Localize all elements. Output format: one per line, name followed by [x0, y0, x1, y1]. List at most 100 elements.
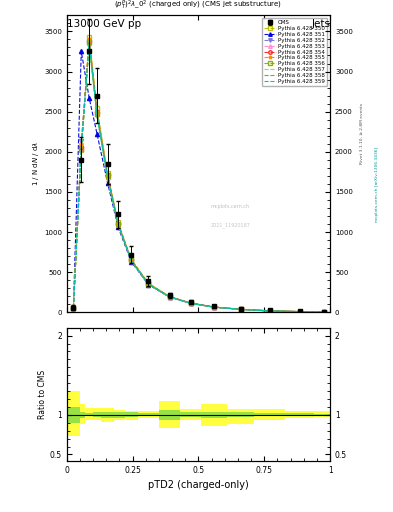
Pythia 6.428 355 [116, 221, 121, 227]
Pythia 6.428 357 [71, 305, 76, 311]
Pythia 6.428 357 [79, 147, 84, 154]
Bar [67, 391, 80, 436]
Pythia 6.428 352 [146, 281, 151, 287]
Pythia 6.428 353 [71, 305, 76, 311]
Pythia 6.428 350 [212, 304, 217, 310]
Pythia 6.428 353 [146, 281, 151, 287]
Pythia 6.428 357 [267, 308, 272, 314]
Pythia 6.428 358 [212, 304, 217, 310]
Pythia 6.428 359 [298, 309, 302, 315]
Bar [125, 411, 138, 420]
Pythia 6.428 358 [167, 294, 172, 300]
Bar [228, 413, 254, 417]
Pythia 6.428 354 [71, 305, 76, 311]
Pythia 6.428 356 [87, 39, 92, 45]
Pythia 6.428 358 [79, 146, 84, 152]
Pythia 6.428 358 [95, 113, 99, 119]
Pythia 6.428 358 [105, 174, 110, 180]
Text: Rivet 3.1.10, ≥ 2.8M events: Rivet 3.1.10, ≥ 2.8M events [360, 102, 364, 164]
Bar [138, 411, 159, 418]
Bar [314, 414, 330, 416]
Pythia 6.428 354 [129, 257, 134, 263]
Pythia 6.428 352 [321, 309, 326, 315]
Pythia 6.428 357 [129, 258, 134, 264]
Pythia 6.428 355 [146, 281, 151, 287]
Pythia 6.428 354 [167, 293, 172, 300]
Text: $(p_T^P)^2\lambda\_0^2$ (charged only) (CMS jet substructure): $(p_T^P)^2\lambda\_0^2$ (charged only) (… [114, 0, 283, 12]
Pythia 6.428 356 [321, 309, 326, 315]
Bar [80, 412, 85, 418]
Pythia 6.428 354 [146, 281, 151, 287]
Pythia 6.428 353 [298, 309, 302, 315]
Pythia 6.428 355 [95, 109, 99, 115]
Bar [67, 407, 80, 423]
Pythia 6.428 351 [298, 309, 302, 315]
Pythia 6.428 355 [105, 172, 110, 178]
Pythia 6.428 352 [95, 113, 99, 119]
Pythia 6.428 350 [71, 304, 76, 310]
Pythia 6.428 358 [321, 309, 326, 315]
Legend: CMS, Pythia 6.428 350, Pythia 6.428 351, Pythia 6.428 352, Pythia 6.428 353, Pyt: CMS, Pythia 6.428 350, Pythia 6.428 351,… [262, 18, 327, 86]
Pythia 6.428 354 [298, 309, 302, 315]
Pythia 6.428 351 [167, 294, 172, 300]
Bar [201, 404, 228, 426]
Pythia 6.428 359 [167, 294, 172, 300]
Bar [159, 410, 180, 420]
Pythia 6.428 356 [146, 281, 151, 287]
Pythia 6.428 351 [146, 282, 151, 288]
Pythia 6.428 355 [188, 300, 193, 306]
Pythia 6.428 359 [238, 306, 243, 312]
Bar [314, 411, 330, 417]
Pythia 6.428 359 [321, 309, 326, 315]
Pythia 6.428 352 [105, 176, 110, 182]
Pythia 6.428 359 [129, 258, 134, 264]
Pythia 6.428 351 [212, 304, 217, 310]
Pythia 6.428 359 [105, 174, 110, 180]
Text: 2021_11920187: 2021_11920187 [210, 222, 250, 228]
Pythia 6.428 354 [116, 221, 121, 227]
Pythia 6.428 351 [188, 300, 193, 306]
Pythia 6.428 350 [167, 293, 172, 300]
Bar [101, 412, 114, 418]
Y-axis label: Ratio to CMS: Ratio to CMS [38, 370, 47, 419]
Pythia 6.428 357 [105, 175, 110, 181]
Pythia 6.428 357 [146, 281, 151, 287]
Bar [138, 413, 159, 416]
Pythia 6.428 350 [95, 105, 99, 112]
Pythia 6.428 356 [212, 304, 217, 310]
Line: Pythia 6.428 357: Pythia 6.428 357 [73, 45, 323, 312]
Pythia 6.428 358 [238, 306, 243, 312]
Pythia 6.428 352 [129, 258, 134, 264]
Bar [180, 409, 201, 420]
Pythia 6.428 357 [238, 306, 243, 312]
Line: Pythia 6.428 356: Pythia 6.428 356 [71, 40, 326, 314]
Pythia 6.428 356 [105, 173, 110, 179]
Pythia 6.428 359 [267, 308, 272, 314]
Y-axis label: 1 / $\mathregular{N}$ d$N$ / d$\lambda$: 1 / $\mathregular{N}$ d$N$ / d$\lambda$ [31, 141, 41, 186]
Pythia 6.428 353 [212, 304, 217, 310]
Pythia 6.428 354 [238, 306, 243, 312]
Pythia 6.428 355 [87, 36, 92, 42]
Pythia 6.428 353 [129, 258, 134, 264]
Pythia 6.428 354 [105, 173, 110, 179]
Pythia 6.428 352 [188, 300, 193, 306]
Pythia 6.428 357 [167, 294, 172, 300]
Pythia 6.428 357 [188, 300, 193, 306]
Pythia 6.428 351 [116, 224, 121, 230]
Pythia 6.428 350 [116, 219, 121, 225]
Pythia 6.428 356 [267, 308, 272, 314]
Pythia 6.428 354 [95, 110, 99, 116]
Bar [254, 413, 285, 416]
Pythia 6.428 352 [87, 42, 92, 48]
Pythia 6.428 353 [188, 300, 193, 306]
Pythia 6.428 351 [105, 180, 110, 186]
Line: Pythia 6.428 353: Pythia 6.428 353 [71, 40, 326, 314]
Pythia 6.428 356 [129, 258, 134, 264]
Pythia 6.428 356 [71, 305, 76, 311]
Pythia 6.428 359 [95, 112, 99, 118]
Pythia 6.428 359 [188, 300, 193, 306]
Line: Pythia 6.428 354: Pythia 6.428 354 [71, 38, 326, 314]
Pythia 6.428 350 [79, 147, 84, 153]
Pythia 6.428 356 [188, 300, 193, 306]
Pythia 6.428 359 [71, 305, 76, 311]
